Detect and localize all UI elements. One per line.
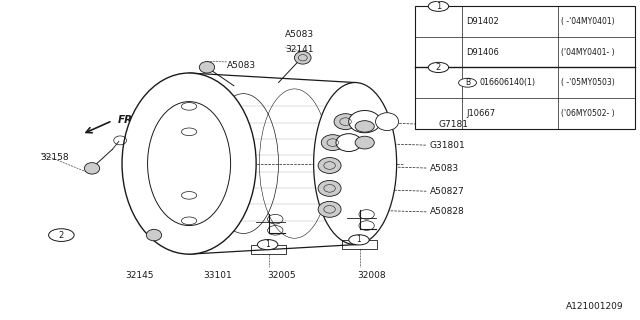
Circle shape [257, 240, 278, 250]
Text: ( -'04MY0401): ( -'04MY0401) [561, 17, 615, 26]
Ellipse shape [122, 73, 256, 254]
Ellipse shape [376, 113, 399, 131]
Text: 1: 1 [265, 240, 270, 249]
Text: 32141: 32141 [285, 45, 314, 54]
Text: A50827: A50827 [430, 187, 465, 196]
Text: ('06MY0502- ): ('06MY0502- ) [561, 109, 615, 118]
Ellipse shape [84, 163, 100, 174]
Text: A50828: A50828 [430, 207, 465, 216]
Text: G7181: G7181 [438, 120, 468, 129]
Ellipse shape [147, 229, 162, 241]
Ellipse shape [334, 114, 357, 130]
Circle shape [459, 78, 476, 87]
Text: 016606140(1): 016606140(1) [479, 78, 535, 87]
Ellipse shape [336, 134, 362, 151]
Text: A5083: A5083 [285, 30, 314, 39]
Text: 2: 2 [59, 231, 64, 240]
Text: ( -'05MY0503): ( -'05MY0503) [561, 78, 615, 87]
Text: J10667: J10667 [467, 109, 495, 118]
Ellipse shape [321, 135, 344, 150]
Text: B: B [465, 78, 470, 87]
Text: 32145: 32145 [125, 271, 154, 280]
Text: ('04MY0401- ): ('04MY0401- ) [561, 48, 615, 57]
Text: D91402: D91402 [467, 17, 499, 26]
Text: D91406: D91406 [467, 48, 499, 57]
Circle shape [49, 229, 74, 242]
Circle shape [428, 62, 449, 73]
Text: 32158: 32158 [40, 153, 69, 162]
Text: 2: 2 [436, 63, 441, 72]
Ellipse shape [349, 110, 381, 133]
Text: FRONT: FRONT [118, 115, 157, 125]
Text: 1: 1 [356, 235, 362, 244]
Ellipse shape [294, 52, 311, 64]
Circle shape [428, 1, 449, 11]
Bar [415, 6, 635, 129]
Ellipse shape [318, 201, 341, 217]
Ellipse shape [318, 157, 341, 173]
Circle shape [349, 235, 369, 245]
Text: A121001209: A121001209 [566, 302, 623, 311]
Text: A5083: A5083 [227, 61, 257, 70]
Ellipse shape [355, 121, 374, 132]
Text: 33101: 33101 [204, 271, 232, 280]
Ellipse shape [318, 180, 341, 196]
Ellipse shape [314, 83, 397, 244]
Ellipse shape [199, 61, 214, 73]
Text: G31801: G31801 [430, 141, 465, 150]
Text: A5083: A5083 [430, 164, 459, 172]
Text: 32005: 32005 [268, 271, 296, 280]
Text: 1: 1 [436, 2, 441, 11]
Text: 32008: 32008 [357, 271, 386, 280]
Ellipse shape [355, 136, 374, 149]
